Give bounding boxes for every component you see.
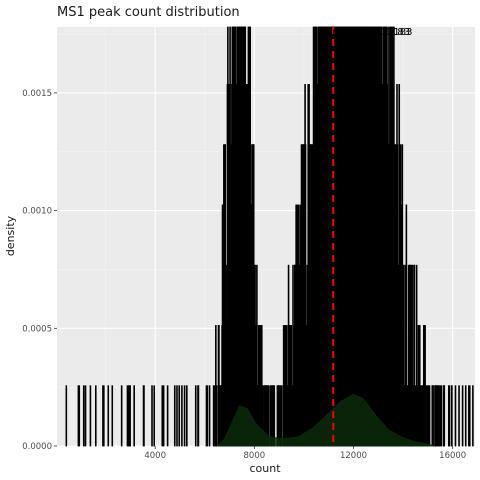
histogram-bar [215,385,218,447]
y-tick-label: 0.0015 [22,89,52,99]
histogram-bar [161,385,164,447]
histogram-bar [440,385,442,447]
y-axis: 0.0000 0.0005 0.0010 0.0015 [22,89,57,452]
histogram-bar [181,385,183,447]
density-area [216,393,436,447]
y-tick-label: 0.0005 [22,324,52,334]
histogram-bar [194,385,197,447]
histogram-bar [451,385,453,447]
y-axis-title: density [4,215,17,256]
histogram-bar [186,385,188,447]
x-tick-label: 4000 [144,451,166,461]
histogram-bar [129,385,131,447]
histogram-bar [206,385,209,447]
histogram-bar [143,385,145,447]
histogram-bar [472,385,474,447]
histogram-bar [166,385,169,447]
median-annotation-overlay: median=11183 [335,27,413,38]
histogram-bar [78,385,81,447]
histogram-bar [428,385,431,447]
histogram-bar [280,385,283,447]
histogram-bar [443,385,446,447]
histogram-bar [464,385,467,447]
y-tick-label: 0.0010 [22,207,52,217]
histogram-bar [82,385,85,447]
histogram-bar [151,385,153,447]
histogram-bar [111,385,114,447]
histogram-bar [107,385,110,447]
x-axis-title: count [249,462,281,475]
histogram-bar [103,385,105,447]
histogram-bar [65,385,68,447]
histogram-bar [461,385,464,447]
histogram-bar [197,385,200,447]
histogram-bar [419,385,422,447]
histogram-bar [468,385,471,447]
x-tick-label: 8000 [244,451,266,461]
histogram-bar [178,385,181,447]
histogram-bar [94,385,97,447]
histogram-bar [405,204,408,447]
histogram-bar [448,385,451,447]
histogram-bar [120,385,123,447]
histogram-bar [126,385,129,447]
y-tick-label: 0.0000 [22,442,52,452]
histogram-bar [173,385,176,447]
histogram-bar [424,325,426,447]
histogram-bar [437,385,440,447]
histogram-bar [458,385,460,447]
histogram-bar [153,385,156,447]
histogram-bar [414,385,416,447]
histogram-bars [65,26,474,447]
histogram-bar [89,385,92,447]
median-annotation: median=11183 [332,27,410,38]
histogram-bar [133,385,135,447]
histogram-bar [439,385,441,447]
histogram-bar [183,385,186,447]
histogram-bar [208,385,211,447]
x-tick-label: 12000 [340,451,367,461]
histogram-bar [176,385,178,447]
histogram-bar [432,385,434,447]
histogram-bar [212,385,215,447]
histogram-bar [162,385,165,447]
histogram-bar [84,385,87,447]
histogram-bar [454,385,457,447]
x-axis: 4000 8000 12000 16000 [144,446,466,461]
x-tick-label: 16000 [439,451,466,461]
chart-title: MS1 peak count distribution [57,5,240,20]
